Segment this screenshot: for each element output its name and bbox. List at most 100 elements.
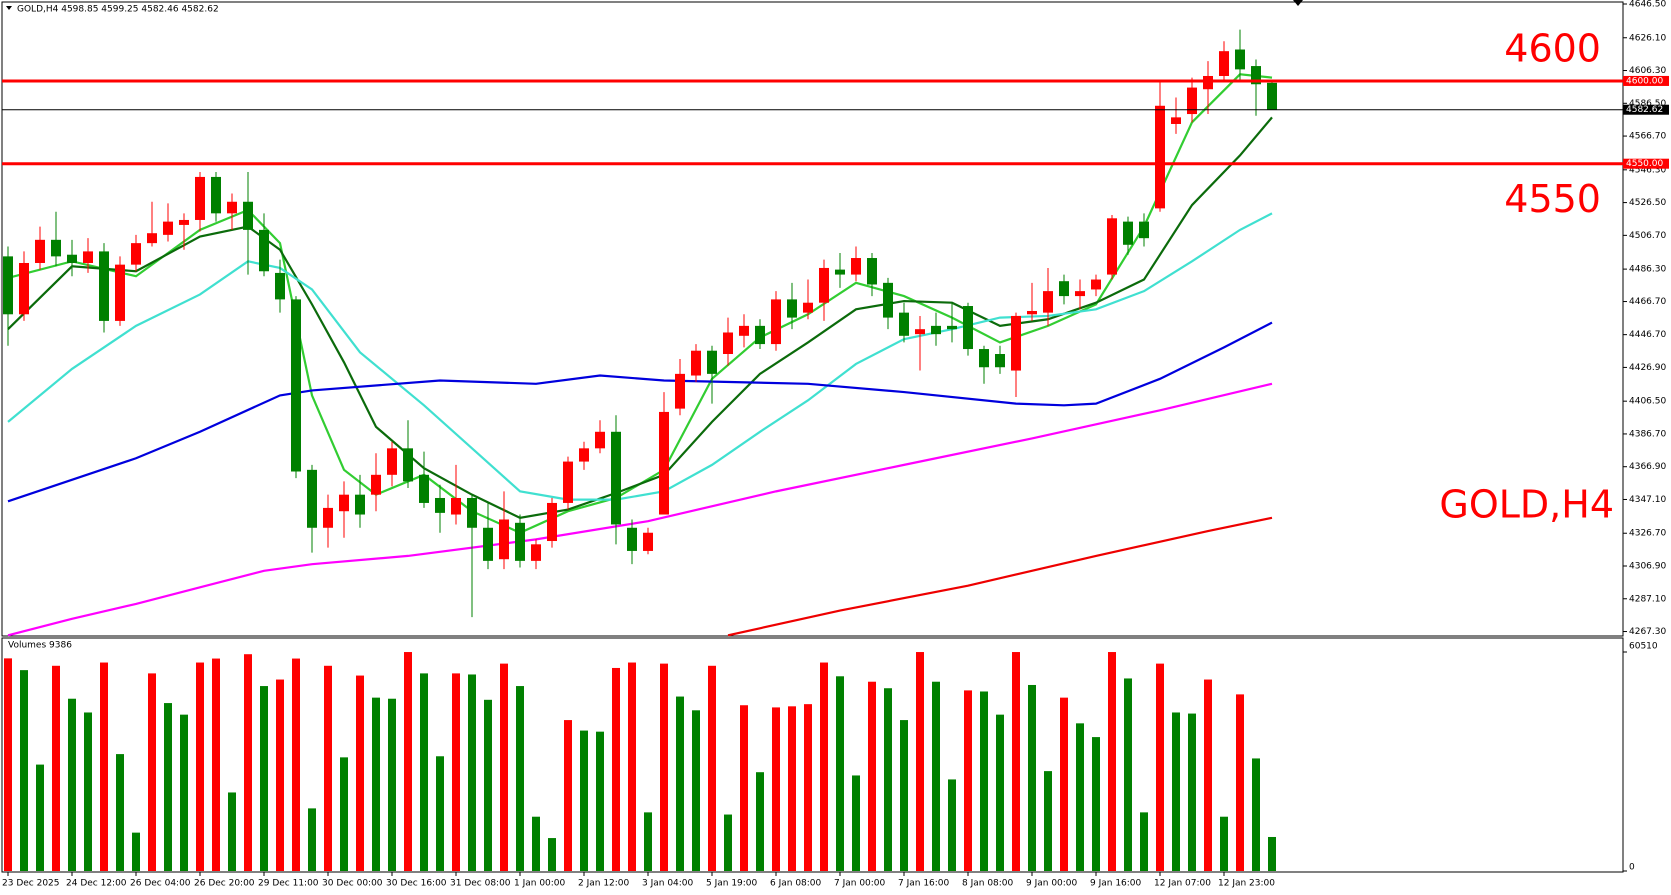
- candle-body: [243, 201, 253, 230]
- candle-body: [1027, 310, 1037, 315]
- volume-bar: [644, 812, 652, 871]
- candle-body: [291, 299, 301, 472]
- candle-body: [275, 272, 285, 300]
- volume-bar: [1188, 713, 1196, 871]
- volume-bar: [836, 676, 844, 871]
- volume-bar: [180, 714, 188, 871]
- volume-bar: [964, 690, 972, 871]
- volume-bar: [740, 705, 748, 871]
- candle-body: [403, 448, 413, 482]
- candle-body: [67, 254, 77, 263]
- candle-body: [115, 264, 125, 321]
- x-tick-label: 30 Dec 00:00: [322, 879, 383, 889]
- volume-bar: [308, 808, 316, 871]
- candle-body: [163, 221, 173, 235]
- volume-bar: [372, 697, 380, 871]
- candle-body: [1011, 315, 1021, 371]
- candle-body: [1091, 279, 1101, 290]
- menu-triangle: [6, 6, 12, 10]
- y-tick-label: 4306.90: [1629, 561, 1666, 571]
- candle-body: [387, 448, 397, 475]
- candle-body: [51, 239, 61, 257]
- volume-bar: [36, 764, 44, 871]
- x-tick-label: 26 Dec 04:00: [130, 879, 191, 889]
- volume-bar: [436, 756, 444, 871]
- level-badge-label: 4600.00: [1626, 76, 1663, 86]
- candle-body: [531, 544, 541, 561]
- volume-bar: [500, 663, 508, 871]
- volume-bar: [884, 688, 892, 871]
- candle-body: [1203, 75, 1213, 90]
- price-badge: [1623, 104, 1669, 115]
- moving-average: [727, 516, 1273, 637]
- level-badge-label: 4550.00: [1626, 159, 1663, 169]
- candle-body: [835, 269, 845, 275]
- volume-bar: [116, 754, 124, 871]
- x-tick-label: 8 Jan 08:00: [962, 879, 1014, 889]
- candle-body: [787, 299, 797, 318]
- candle-body: [595, 431, 605, 449]
- price-panel: [1, 1, 1624, 637]
- volume-bar: [900, 720, 908, 871]
- candle-body: [883, 282, 893, 318]
- candle-body: [1059, 281, 1069, 297]
- volume-bar: [932, 681, 940, 871]
- volume-bar: [52, 665, 60, 871]
- candle-body: [1043, 291, 1053, 313]
- volume-bar: [1252, 758, 1260, 871]
- candle-body: [483, 527, 493, 561]
- candle-body: [419, 474, 429, 503]
- volume-bar: [820, 662, 828, 871]
- candle-body: [323, 507, 333, 528]
- candle-body: [675, 373, 685, 409]
- candle-body: [819, 267, 829, 303]
- candle-body: [147, 233, 157, 244]
- y-tick-label: 4546.30: [1629, 165, 1666, 175]
- candle-body: [1123, 221, 1133, 245]
- chart-header: GOLD,H4 4598.85 4599.25 4582.46 4582.62: [17, 5, 219, 15]
- candle-body: [195, 176, 205, 220]
- y-tick-label: 4506.70: [1629, 231, 1666, 241]
- volume-bar: [1060, 697, 1068, 871]
- volume-bar: [916, 652, 924, 871]
- candle-body: [515, 522, 525, 561]
- moving-average: [7, 321, 1273, 503]
- volume-bar: [756, 772, 764, 871]
- y-tick-label: 60510: [1629, 642, 1658, 652]
- candle-body: [579, 448, 589, 462]
- x-tick-label: 12 Jan 07:00: [1154, 879, 1211, 889]
- volume-bar: [596, 731, 604, 871]
- candle-body: [803, 302, 813, 313]
- volume-bar: [404, 652, 412, 871]
- volume-bar: [1140, 812, 1148, 871]
- candle-body: [3, 256, 13, 315]
- x-tick-label: 9 Jan 00:00: [1026, 879, 1078, 889]
- volume-bar: [164, 703, 172, 871]
- volume-bar: [1076, 723, 1084, 871]
- candle-body: [899, 312, 909, 336]
- y-tick-label: 4446.70: [1629, 330, 1666, 340]
- volume-bar: [548, 838, 556, 871]
- volume-bar: [564, 720, 572, 871]
- volume-bar: [420, 673, 428, 871]
- volume-title: Volumes 9386: [8, 641, 72, 651]
- volume-bar: [948, 779, 956, 871]
- candle-body: [179, 219, 189, 225]
- candle-body: [755, 325, 765, 345]
- candle-body: [739, 325, 749, 336]
- volume-bar: [228, 792, 236, 871]
- level-note: 4550: [1504, 177, 1601, 221]
- y-tick-label: 4646.50: [1629, 0, 1666, 10]
- volume-bar: [244, 654, 252, 871]
- volume-bar: [452, 673, 460, 871]
- x-tick-label: 1 Jan 00:00: [514, 879, 566, 889]
- volume-bar: [1204, 679, 1212, 871]
- candle-body: [19, 262, 29, 315]
- volume-bar: [1124, 678, 1132, 871]
- volume-bar: [324, 665, 332, 871]
- volume-bar: [772, 707, 780, 871]
- volume-bar: [468, 674, 476, 871]
- volume-bar: [196, 662, 204, 871]
